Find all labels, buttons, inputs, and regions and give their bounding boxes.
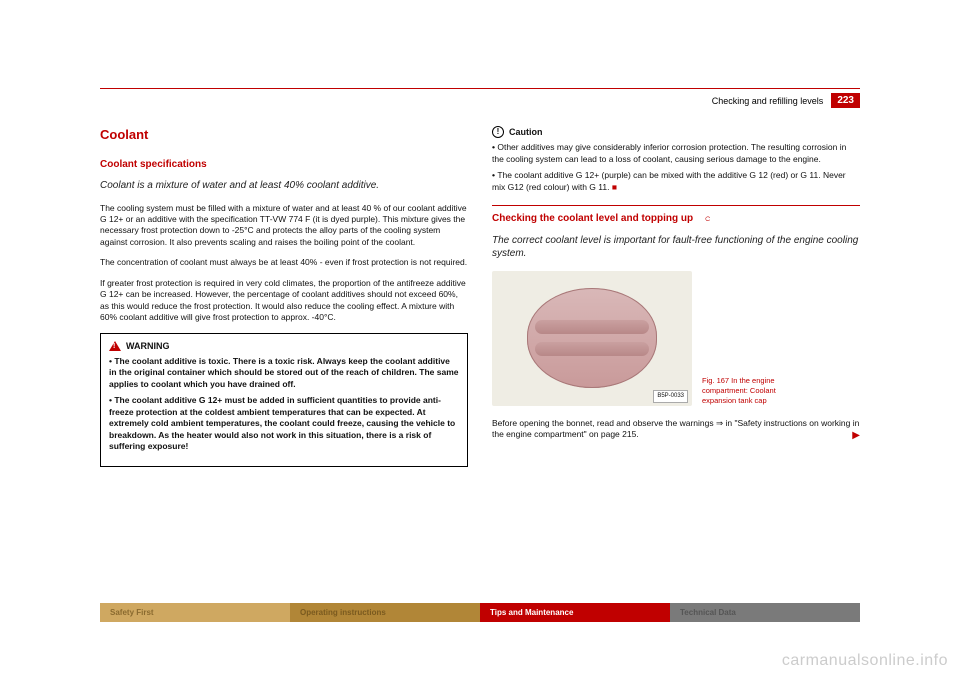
warning-bullet-1: The coolant additive is toxic. There is …	[109, 356, 459, 390]
warning-label: WARNING	[126, 340, 170, 352]
coolant-cap-illustration	[527, 288, 657, 388]
heading-spec: Coolant specifications	[100, 158, 468, 172]
footer-tips: Tips and Maintenance	[480, 603, 670, 622]
left-column: Coolant Coolant specifications Coolant i…	[100, 126, 468, 467]
warning-header: WARNING	[109, 340, 459, 352]
continue-arrow-icon: ▶	[852, 429, 860, 443]
para-3: If greater frost protection is required …	[100, 278, 468, 324]
wrench-icon: �င	[699, 212, 710, 226]
page-number: 223	[831, 93, 860, 108]
heading-check: Checking the coolant level and topping u…	[492, 212, 693, 226]
caution-bullet-1: Other additives may give considerably in…	[492, 142, 860, 165]
page-content: Checking and refilling levels 223 Coolan…	[100, 88, 860, 608]
red-stop-icon: ■	[612, 182, 617, 192]
right-column: ! Caution Other additives may give consi…	[492, 126, 860, 467]
figure-coolant-cap: B5P-0033	[492, 271, 692, 406]
warning-bullet-2: The coolant additive G 12+ must be added…	[109, 395, 459, 452]
para-1: The cooling system must be filled with a…	[100, 203, 468, 249]
section-title: Checking and refilling levels	[712, 96, 824, 106]
watermark: carmanualsonline.info	[782, 652, 948, 670]
header-rule	[100, 88, 860, 89]
lead-spec: Coolant is a mixture of water and at lea…	[100, 179, 468, 193]
figure-wrap: B5P-0033 Fig. 167 In the engine compartm…	[492, 271, 860, 406]
caution-circle-icon: !	[492, 126, 504, 138]
figure-code: B5P-0033	[653, 390, 688, 402]
content-columns: Coolant Coolant specifications Coolant i…	[100, 126, 860, 467]
caution-bullet-2: The coolant additive G 12+ (purple) can …	[492, 170, 860, 193]
para-after-fig: Before opening the bonnet, read and obse…	[492, 418, 860, 441]
footer-technical: Technical Data	[670, 603, 860, 622]
caution-header: ! Caution	[492, 126, 860, 138]
after-fig-text: Before opening the bonnet, read and obse…	[492, 418, 859, 439]
footer-operating: Operating instructions	[290, 603, 480, 622]
warning-triangle-icon	[109, 341, 121, 351]
footer-tabs: Safety First Operating instructions Tips…	[100, 603, 860, 622]
caution-label: Caution	[509, 126, 543, 138]
footer-safety: Safety First	[100, 603, 290, 622]
para-2: The concentration of coolant must always…	[100, 257, 468, 268]
warning-box: WARNING The coolant additive is toxic. T…	[100, 333, 468, 467]
lead-check: The correct coolant level is important f…	[492, 234, 860, 261]
page-header: Checking and refilling levels 223	[100, 93, 860, 108]
figure-caption: Fig. 167 In the engine compartment: Cool…	[702, 376, 812, 405]
heading-coolant: Coolant	[100, 126, 468, 144]
caution-bullet-2-text: The coolant additive G 12+ (purple) can …	[492, 170, 846, 191]
heading-check-row: Checking the coolant level and topping u…	[492, 205, 860, 226]
